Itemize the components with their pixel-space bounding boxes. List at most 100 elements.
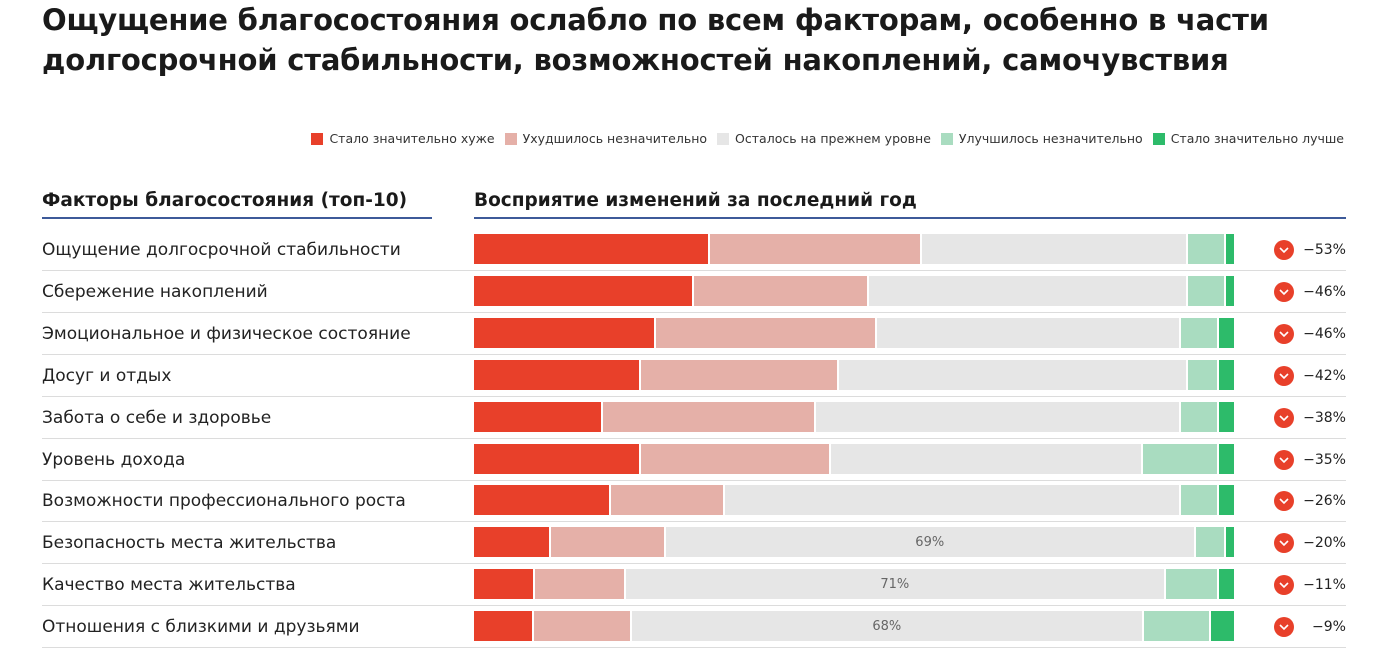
bar-segment [1226,527,1234,558]
bar-segment [831,443,1143,474]
chevron-down-circle-icon [1274,323,1294,344]
bar-segment: 68% [632,611,1144,642]
bar-segment [922,234,1189,264]
bar-segment [474,569,535,600]
bar-segment [1226,275,1234,306]
chevron-down-circle-icon [1274,575,1294,596]
chevron-down-circle-icon [1274,365,1294,386]
row-divider [42,311,1346,313]
bar-segment [610,485,725,516]
bar-segment [641,359,839,390]
perception-header: Восприятие изменений за последний год [474,190,1346,219]
legend-swatch [940,132,953,145]
legend-item: Стало значительно хуже [311,131,495,146]
row-divider [42,521,1346,523]
factor-label: Уровень дохода [42,449,186,470]
stacked-bar [474,234,1234,264]
bar-segment [603,401,816,432]
factor-row: Безопасность места жительства 69% −20% [42,522,1346,565]
net-change-value: −26% [1303,493,1346,510]
bar-segment [1165,569,1219,600]
chevron-down-circle-icon [1274,617,1294,638]
legend-label: Ухудшилось незначительно [522,131,708,146]
data-label: 69% [915,534,945,550]
row-divider [42,479,1346,481]
chevron-down-circle-icon [1274,407,1294,428]
legend-item: Ухудшилось незначительно [504,131,708,146]
bar-segment [1142,443,1219,474]
legend-item: Стало значительно лучше [1152,131,1344,146]
legend-label: Осталось на прежнем уровне [735,131,931,146]
chevron-down-circle-icon [1274,449,1294,470]
bar-segment [1218,569,1234,600]
stacked-bar: 69% [474,527,1234,558]
net-change-value: −46% [1303,283,1346,300]
page-title: Ощущение благосостояния ослабло по всем … [42,3,1269,77]
bar-segment [1180,485,1219,516]
stacked-bar [474,359,1234,390]
net-change-value: −46% [1303,325,1346,342]
stacked-bar: 71% [474,569,1234,600]
stacked-bar [474,443,1234,474]
row-divider [42,270,1346,271]
factor-row: Забота о себе и здоровье −38% [42,397,1346,439]
factor-row: Отношения с близкими и друзьями 68% −9% [42,606,1346,649]
row-divider [42,563,1346,565]
chevron-down-circle-icon [1274,533,1294,554]
row-divider [42,647,1346,649]
bar-segment [1180,317,1219,348]
bar-segment: 71% [625,569,1166,600]
bar-segment [474,527,551,558]
stacked-bar [474,401,1234,432]
bar-segment [694,275,870,306]
factor-label: Забота о себе и здоровье [42,407,272,428]
net-change-value: −11% [1303,577,1346,594]
bar-segment [534,611,632,642]
factor-label: Качество места жительства [42,575,296,596]
row-divider [42,437,1346,439]
legend-item: Осталось на прежнем уровне [717,131,931,146]
row-divider [42,353,1346,355]
net-change-value: −9% [1312,619,1346,636]
factor-row: Ощущение долгосрочной стабильности −53% [42,229,1346,271]
bar-segment [724,485,1181,516]
chevron-down-circle-icon [1274,281,1294,302]
bar-segment [1188,359,1219,390]
legend-label: Стало значительно хуже [329,131,495,146]
factor-row: Сбережение накоплений −46% [42,271,1346,313]
bar-segment [869,275,1189,306]
factor-label: Досуг и отдых [42,365,172,386]
bar-segment [1226,234,1234,264]
net-change-value: −35% [1303,451,1346,468]
chevron-down-circle-icon [1274,491,1294,512]
legend-item: Улучшилось незначительно [940,131,1143,146]
legend-swatch [504,132,517,145]
bar-segment [474,275,695,306]
legend-label: Стало значительно лучше [1170,131,1344,146]
factor-label: Сбережение накоплений [42,281,268,302]
data-label: 68% [872,618,902,634]
factors-header: Факторы благосостояния (топ-10) [42,190,432,219]
bar-segment [1211,611,1234,642]
bar-segment [656,317,877,348]
stacked-bar [474,317,1234,348]
bar-segment [1188,234,1227,264]
bar-segment [474,359,642,390]
factor-row: Уровень дохода −35% [42,439,1346,481]
bar-segment: 69% [665,527,1196,558]
bar-segment [838,359,1189,390]
chevron-down-circle-icon [1274,240,1294,260]
bar-segment [1218,317,1234,348]
factor-label: Безопасность места жительства [42,533,337,554]
row-divider [42,395,1346,397]
bar-segment [474,401,604,432]
factor-label: Отношения с близкими и друзьями [42,617,360,638]
factor-label: Ощущение долгосрочной стабильности [42,240,401,260]
stacked-bar [474,485,1234,516]
bar-segment [550,527,666,558]
factor-label: Возможности профессионального роста [42,491,406,512]
bar-segment [1218,401,1234,432]
net-change-value: −53% [1303,242,1346,258]
bar-segment [1180,401,1219,432]
legend-label: Улучшилось незначительно [958,131,1143,146]
